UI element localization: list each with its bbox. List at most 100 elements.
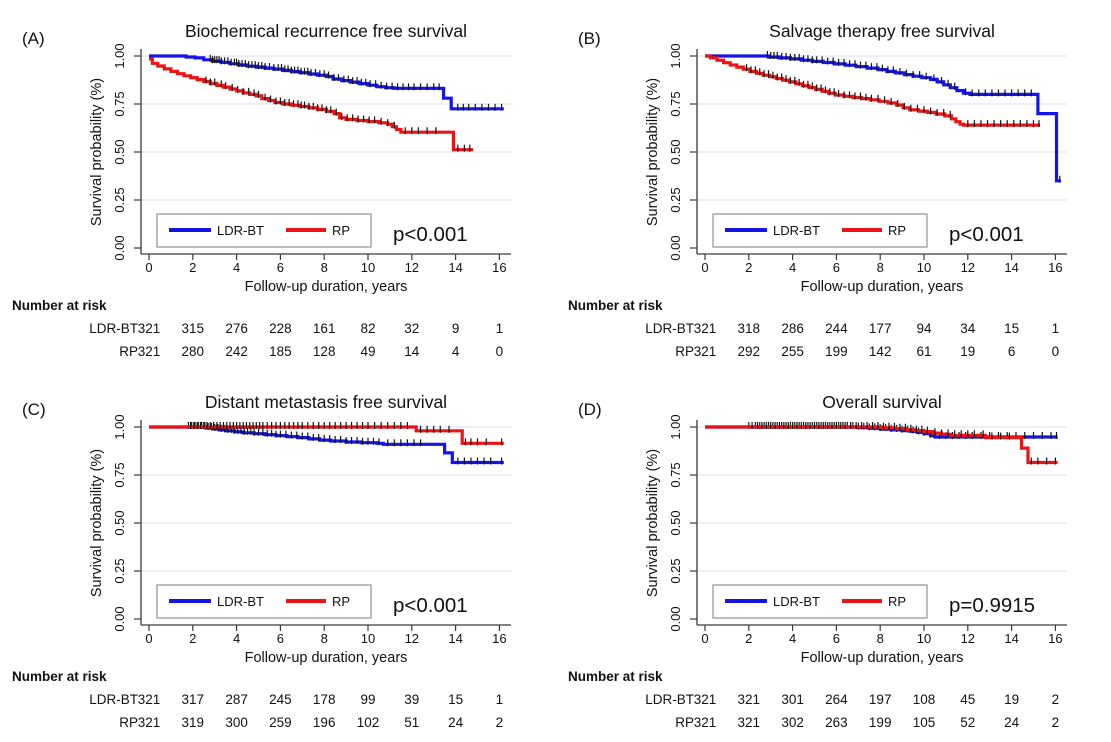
x-tick-label: 4 [233, 631, 240, 646]
legend-label-rp: RP [888, 594, 906, 609]
risk-count: 19 [1004, 692, 1019, 707]
risk-count: 142 [869, 344, 892, 359]
risk-count: 244 [825, 321, 848, 336]
risk-count: 52 [960, 715, 975, 730]
risk-count: 2 [1052, 715, 1060, 730]
risk-count: 300 [225, 715, 248, 730]
x-axis-title: Follow-up duration, years [245, 279, 408, 295]
x-tick-label: 2 [189, 631, 196, 646]
y-axis-title: Survival probability (%) [89, 449, 105, 597]
risk-count: 280 [182, 344, 205, 359]
number-at-risk-heading: Number at risk [12, 669, 107, 684]
x-tick-label: 16 [492, 631, 506, 646]
risk-count: 199 [869, 715, 892, 730]
gridlines [698, 55, 1067, 201]
risk-count: 276 [225, 321, 248, 336]
censor-ticks-ldr-bt [766, 51, 1061, 183]
risk-count: 0 [1052, 344, 1060, 359]
x-tick-label: 14 [448, 631, 462, 646]
x-tick-label: 12 [405, 260, 419, 275]
risk-count: 1 [496, 321, 504, 336]
legend-label-ldr-bt: LDR-BT [217, 594, 264, 609]
risk-count: 102 [357, 715, 380, 730]
x-tick-label: 4 [789, 631, 796, 646]
risk-count: 15 [1004, 321, 1019, 336]
panel-letter: (B) [578, 29, 601, 48]
chart-title: Overall survival [822, 392, 942, 412]
risk-count: 199 [825, 344, 848, 359]
legend-label-ldr-bt: LDR-BT [217, 223, 264, 238]
risk-count: 1 [1052, 321, 1060, 336]
y-axis-title: Survival probability (%) [89, 78, 105, 226]
x-tick-label: 12 [961, 260, 975, 275]
p-value: p<0.001 [393, 223, 468, 246]
x-tick-label: 6 [833, 260, 840, 275]
risk-count: 1 [496, 692, 504, 707]
number-at-risk: Number at risk LDR-BT 321 315 276 228 161 82 32 9… [12, 298, 503, 359]
risk-count: 321 [138, 692, 161, 707]
censor-ticks-rp [751, 422, 1056, 465]
y-tick-label: 0.25 [112, 558, 127, 583]
y-axis-title: Survival probability (%) [645, 449, 661, 597]
legend: LDR-BT RP [712, 584, 928, 619]
km-curve-rp [149, 57, 474, 152]
risk-count: 0 [496, 344, 504, 359]
y-tick-label: 1.00 [668, 414, 683, 439]
y-tick-label: 1.00 [112, 43, 127, 68]
risk-count: 319 [182, 715, 205, 730]
y-axis-title: Survival probability (%) [645, 78, 661, 226]
x-tick-label: 12 [961, 631, 975, 646]
panel-letter: (D) [578, 400, 602, 419]
km-curve-rp [149, 425, 504, 445]
risk-count: 197 [869, 692, 892, 707]
risk-row-label: LDR-BT [645, 321, 694, 336]
risk-count: 49 [360, 344, 375, 359]
risk-count: 301 [781, 692, 804, 707]
panel-letter: (C) [22, 400, 46, 419]
x-tick-label: 4 [789, 260, 796, 275]
risk-row-label: RP [675, 715, 694, 730]
risk-count: 321 [694, 692, 717, 707]
panel-a: (A) Biochemical recurrence free survival 0… [0, 0, 555, 371]
y-tick-label: 1.00 [112, 414, 127, 439]
x-tick-label: 16 [1048, 260, 1062, 275]
y-tick-label: 0.25 [668, 558, 683, 583]
km-curve-ldr-bt [149, 425, 504, 465]
risk-count: 39 [404, 692, 419, 707]
risk-count: 128 [313, 344, 336, 359]
risk-count: 19 [960, 344, 975, 359]
legend: LDR-BT RP [156, 584, 372, 619]
legend: LDR-BT RP [712, 213, 928, 248]
risk-row-label: LDR-BT [645, 692, 694, 707]
y-tick-label: 0.50 [112, 139, 127, 164]
risk-count: 34 [960, 321, 976, 336]
risk-count: 321 [138, 344, 161, 359]
x-tick-label: 6 [277, 631, 284, 646]
y-tick-label: 0.00 [668, 235, 683, 260]
y-tick-label: 0.75 [112, 91, 127, 116]
risk-count: 321 [738, 715, 761, 730]
x-tick-label: 0 [701, 631, 708, 646]
x-tick-label: 0 [145, 631, 152, 646]
x-tick-label: 8 [877, 260, 884, 275]
number-at-risk: Number at risk LDR-BT 321 318 286 244 177 94 34 1… [568, 298, 1059, 359]
risk-row-label: LDR-BT [89, 692, 138, 707]
x-tick-label: 16 [1048, 631, 1062, 646]
x-tick-label: 2 [189, 260, 196, 275]
risk-count: 321 [694, 344, 717, 359]
gridlines [142, 55, 511, 201]
risk-count: 2 [496, 715, 504, 730]
x-axis-title: Follow-up duration, years [801, 650, 964, 666]
censor-ticks-rp [205, 76, 471, 152]
y-tick-label: 0.50 [668, 139, 683, 164]
risk-row-label: RP [675, 344, 694, 359]
risk-count: 32 [404, 321, 419, 336]
risk-count: 15 [448, 692, 463, 707]
y-tick-label: 0.75 [668, 462, 683, 487]
x-tick-label: 6 [277, 260, 284, 275]
chart-title: Biochemical recurrence free survival [185, 21, 467, 41]
risk-count: 263 [825, 715, 848, 730]
risk-count: 287 [225, 692, 248, 707]
risk-count: 99 [360, 692, 375, 707]
